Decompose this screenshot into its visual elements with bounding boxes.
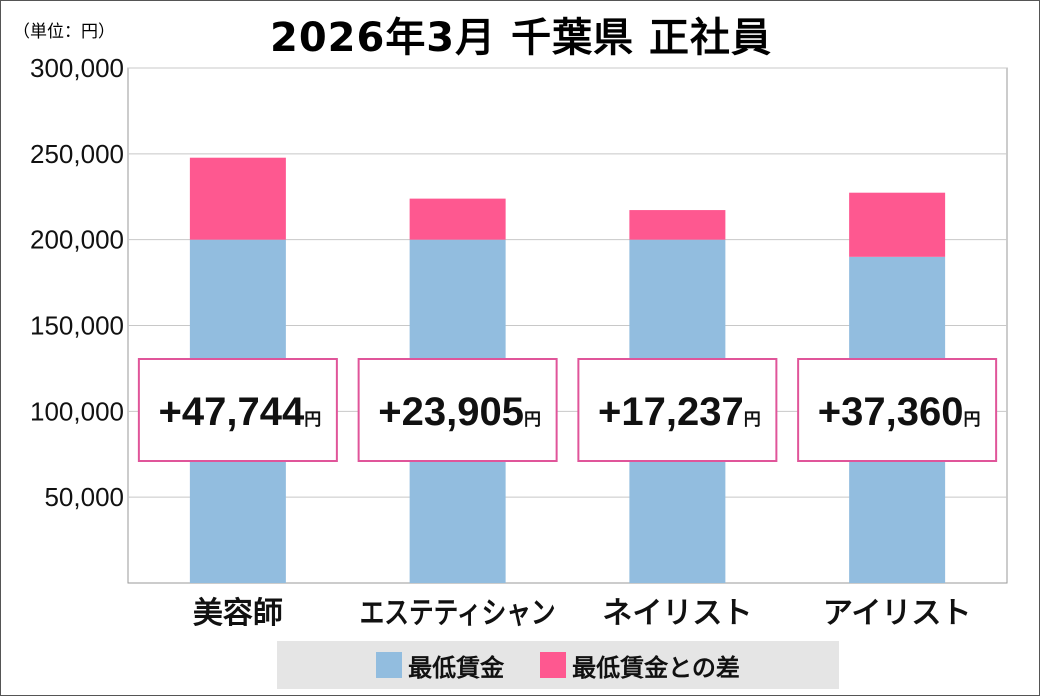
y-tick-label: 250,000 bbox=[30, 139, 124, 169]
difference-value: +23,905円 bbox=[378, 390, 541, 434]
x-tick-label: アイリスト bbox=[823, 596, 972, 631]
bar-diff bbox=[629, 210, 726, 240]
legend-swatch-base bbox=[376, 652, 403, 678]
legend-swatch-diff bbox=[540, 652, 567, 678]
chart-title: 2026年3月 千葉県 正社員 bbox=[269, 15, 772, 61]
legend-label-base: 最低賃金 bbox=[408, 653, 505, 682]
unit-label: （単位：円） bbox=[13, 22, 115, 42]
difference-unit: 円 bbox=[304, 410, 321, 430]
difference-value: +17,237円 bbox=[598, 390, 761, 434]
difference-unit: 円 bbox=[524, 410, 541, 430]
legend-item-base: 最低賃金 bbox=[376, 648, 504, 683]
y-tick-label: 150,000 bbox=[30, 311, 124, 341]
bar-diff bbox=[849, 192, 946, 257]
bar-diff bbox=[189, 157, 286, 240]
bar-diff bbox=[409, 198, 506, 240]
legend-item-diff: 最低賃金との差 bbox=[540, 648, 740, 683]
y-tick-label: 300,000 bbox=[30, 53, 124, 83]
difference-value: +47,744円 bbox=[159, 390, 322, 434]
x-tick-label: エステティシャン bbox=[360, 596, 556, 631]
difference-box bbox=[137, 358, 338, 462]
y-tick-label: 50,000 bbox=[44, 482, 124, 512]
y-tick-label: 100,000 bbox=[30, 396, 124, 426]
difference-unit: 円 bbox=[963, 410, 980, 430]
legend-label-diff: 最低賃金との差 bbox=[572, 653, 740, 682]
y-tick-label: 200,000 bbox=[30, 225, 124, 255]
legend: 最低賃金 最低賃金との差 bbox=[277, 641, 839, 689]
x-tick-label: ネイリスト bbox=[602, 596, 752, 631]
difference-box bbox=[357, 358, 558, 462]
difference-unit: 円 bbox=[744, 410, 761, 430]
difference-value: +37,360円 bbox=[818, 390, 981, 434]
difference-box bbox=[797, 358, 998, 462]
difference-box bbox=[577, 358, 778, 462]
x-tick-label: 美容師 bbox=[193, 596, 283, 631]
